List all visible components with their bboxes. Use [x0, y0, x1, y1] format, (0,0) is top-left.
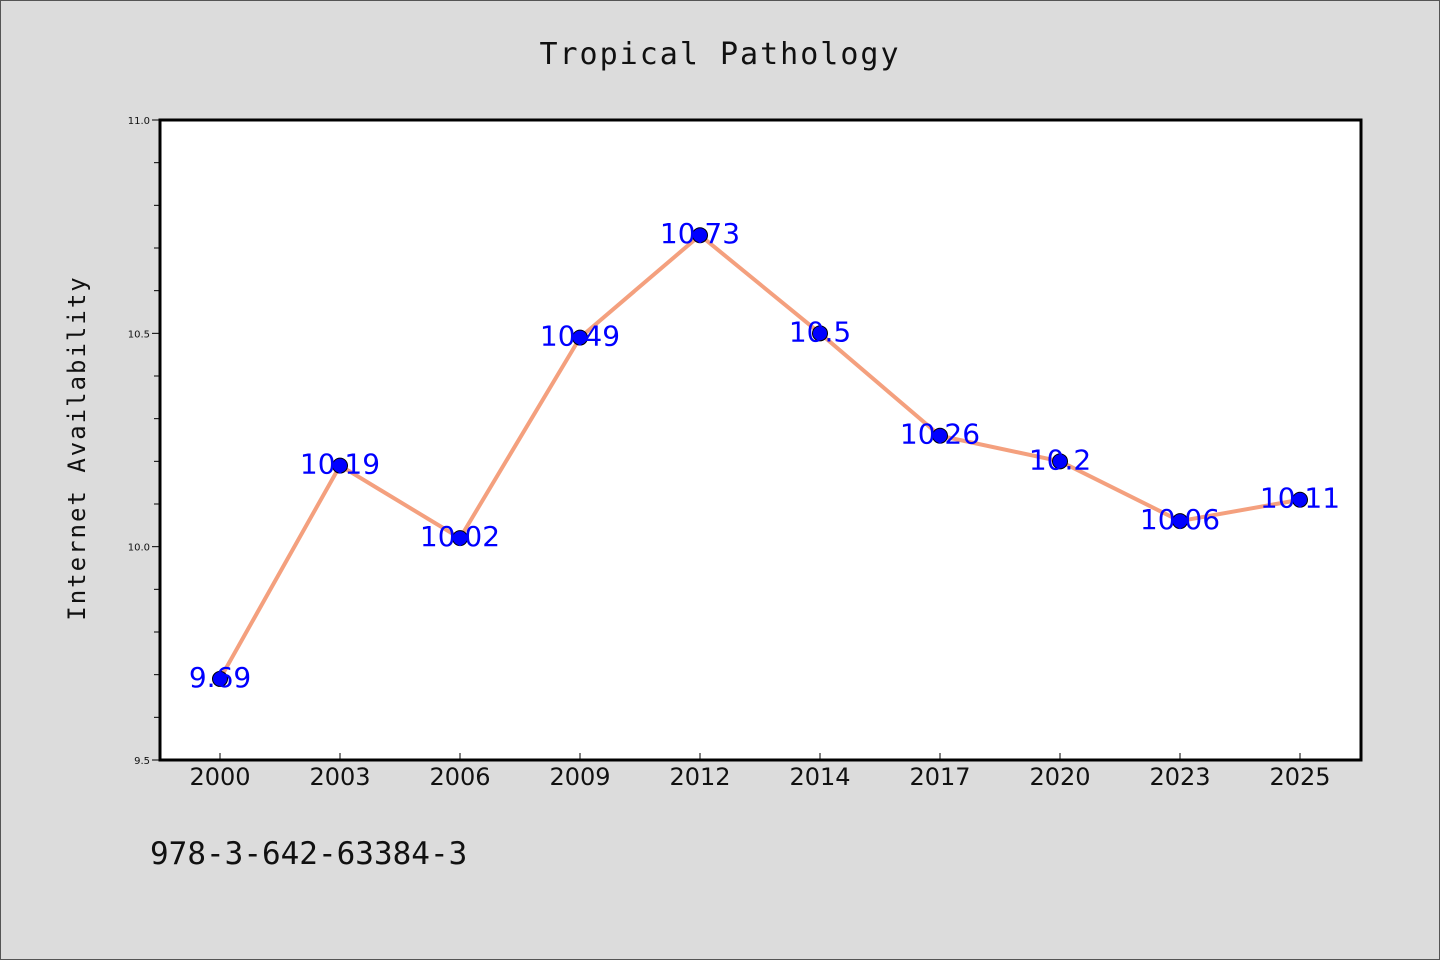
- x-tick-label: 2017: [909, 763, 970, 791]
- data-point: [812, 325, 828, 342]
- data-point: [452, 530, 468, 547]
- x-tick-label: 2012: [669, 763, 730, 791]
- data-point: [332, 457, 348, 474]
- x-tick-label: 2020: [1029, 763, 1090, 791]
- data-label: 10.02: [420, 520, 500, 553]
- data-label: 10.26: [900, 418, 980, 451]
- data-label: 10.49: [540, 320, 620, 353]
- data-label: 10.19: [300, 448, 380, 481]
- plot-area: [158, 118, 1363, 762]
- isbn-text: 978-3-642-63384-3: [150, 836, 467, 872]
- data-point: [932, 427, 948, 444]
- data-label: 10.5: [789, 315, 851, 348]
- x-axis: 2000 2003 2006 2009 2012 2014 2017 2020 2023 2025: [189, 753, 1331, 791]
- data-point: [1052, 453, 1068, 470]
- x-tick-label: 2003: [309, 763, 370, 791]
- x-tick-label: 2009: [549, 763, 610, 791]
- data-label: 10.06: [1140, 503, 1220, 536]
- y-tick-label: 11.0: [128, 116, 150, 127]
- series-line-group: 9.69 10.19 10.02 10.49 10.73 10.5 10.26 10.2 10.…: [189, 217, 1340, 694]
- data-label: 10.11: [1260, 482, 1340, 515]
- data-label: 9.69: [189, 661, 251, 694]
- x-tick-label: 2023: [1149, 763, 1210, 791]
- data-label: 10.2: [1029, 443, 1091, 476]
- y-tick-label: 10.5: [128, 329, 150, 340]
- x-tick-label: 2006: [429, 763, 490, 791]
- y-axis: 9.5 10.0 10.5 11.0: [128, 116, 160, 767]
- y-tick-label: 10.0: [128, 543, 150, 554]
- data-point: [1292, 491, 1308, 508]
- data-point: [572, 329, 588, 346]
- data-point: [692, 227, 708, 244]
- data-point: [212, 670, 228, 687]
- y-tick-label: 9.5: [134, 756, 150, 767]
- series-line: [218, 233, 1302, 681]
- x-tick-label: 2025: [1269, 763, 1330, 791]
- chart-title: Tropical Pathology: [539, 37, 900, 72]
- x-tick-label: 2014: [789, 763, 850, 791]
- y-axis-label: Internet Availability: [63, 275, 91, 620]
- data-point: [1172, 513, 1188, 530]
- x-tick-label: 2000: [189, 763, 250, 791]
- data-label: 10.73: [660, 217, 740, 250]
